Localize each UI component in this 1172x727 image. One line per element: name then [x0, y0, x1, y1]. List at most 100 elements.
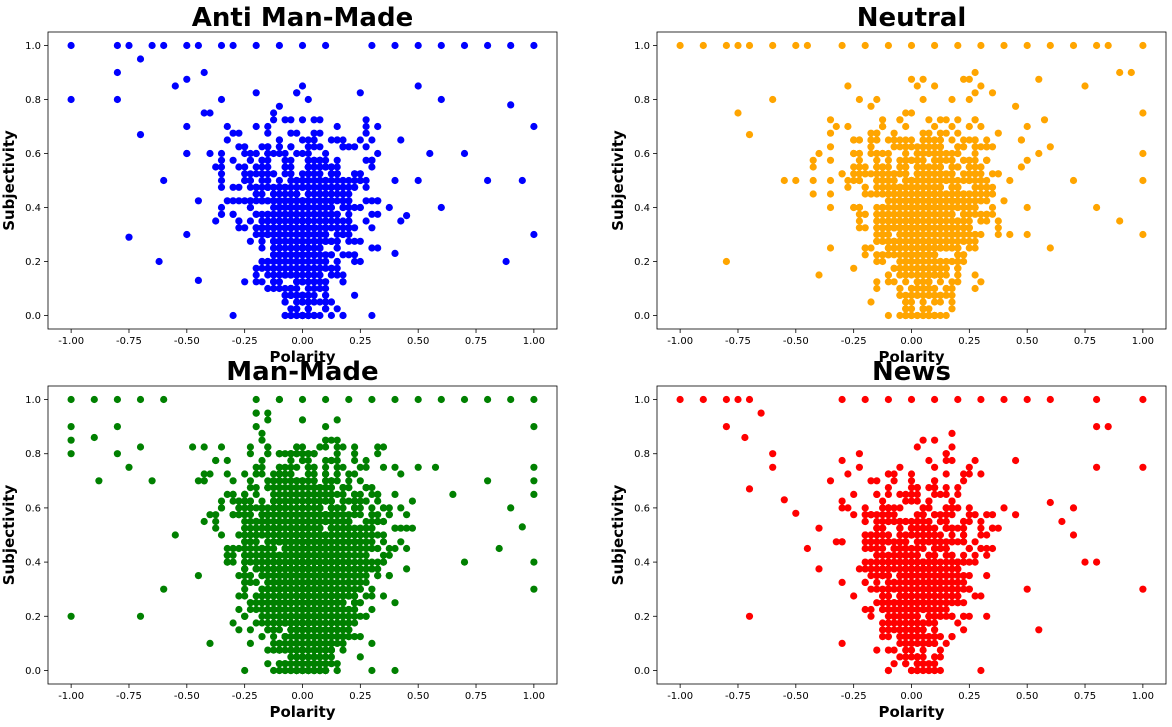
data-point: [333, 633, 341, 641]
data-point: [322, 572, 330, 580]
data-point: [902, 190, 910, 198]
data-point: [844, 82, 852, 90]
data-point: [896, 251, 904, 259]
data-point: [252, 490, 260, 498]
data-point: [948, 230, 956, 239]
data-point: [971, 68, 979, 77]
data-point: [983, 190, 991, 198]
data-point: [206, 470, 214, 478]
x-tick-label: 0.00: [291, 336, 313, 347]
data-point: [333, 237, 341, 245]
data-point: [873, 237, 881, 245]
data-point: [258, 244, 266, 252]
data-point: [948, 163, 956, 171]
data-point: [931, 237, 939, 245]
data-point: [339, 278, 347, 286]
data-point: [281, 565, 289, 573]
data-point: [264, 224, 272, 232]
data-point: [942, 197, 950, 205]
data-point: [391, 666, 399, 675]
data-point: [310, 633, 318, 641]
data-point: [304, 660, 312, 668]
data-point: [397, 538, 405, 546]
data-point: [246, 203, 254, 212]
data-point: [287, 572, 295, 580]
data-point: [368, 156, 376, 164]
data-point: [293, 463, 301, 471]
data-point: [855, 156, 864, 164]
data-point: [902, 305, 910, 313]
data-point: [241, 490, 249, 498]
data-point: [339, 504, 347, 512]
data-point: [304, 470, 312, 478]
data-point: [507, 101, 515, 109]
data-point: [1127, 68, 1135, 77]
data-point: [907, 237, 916, 245]
data-point: [936, 197, 945, 205]
data-point: [403, 511, 411, 519]
data-point: [815, 565, 823, 573]
data-point: [437, 203, 445, 212]
data-point: [275, 660, 283, 668]
data-point: [1023, 122, 1031, 131]
data-point: [264, 284, 272, 293]
data-point: [971, 176, 979, 185]
data-point: [907, 183, 916, 191]
data-point: [397, 504, 405, 512]
data-point: [913, 311, 921, 320]
data-point: [287, 251, 295, 259]
data-point: [333, 490, 341, 498]
data-point: [316, 176, 324, 185]
data-point: [252, 170, 260, 178]
data-point: [264, 156, 272, 164]
data-point: [252, 531, 260, 539]
data-point: [322, 197, 330, 205]
data-point: [333, 156, 341, 164]
data-point: [304, 278, 312, 286]
data-point: [293, 484, 301, 492]
data-point: [362, 463, 370, 471]
data-point: [948, 197, 956, 205]
data-point: [252, 149, 260, 158]
data-point: [913, 639, 921, 648]
data-point: [374, 497, 382, 505]
data-point: [351, 490, 359, 498]
data-point: [316, 524, 324, 532]
data-point: [310, 170, 318, 178]
data-point: [287, 497, 295, 505]
points: [676, 41, 1147, 320]
data-point: [275, 136, 283, 144]
data-point: [1023, 156, 1031, 164]
x-tick-label: -0.50: [174, 691, 200, 702]
data-point: [281, 511, 289, 519]
data-point: [333, 210, 341, 218]
data-point: [333, 477, 341, 485]
data-point: [936, 156, 945, 164]
data-point: [264, 143, 272, 151]
data-point: [333, 176, 341, 185]
data-point: [287, 264, 295, 272]
data-point: [803, 544, 812, 553]
data-point: [861, 41, 869, 50]
data-point: [351, 524, 359, 532]
data-point: [304, 592, 312, 600]
data-point: [948, 149, 956, 158]
data-point: [345, 605, 353, 614]
data-point: [936, 230, 945, 239]
data-point: [1069, 531, 1078, 539]
data-point: [275, 217, 283, 225]
chart-neutral: Neutral-1.00 -0.75 -0.50 -0.25 0.00 0.25 0.50 0…: [609, 3, 1167, 366]
data-point: [310, 504, 318, 512]
data-point: [919, 203, 927, 212]
data-point: [948, 237, 956, 245]
data-point: [322, 484, 330, 492]
data-point: [954, 41, 962, 50]
data-point: [391, 490, 399, 498]
data-point: [264, 517, 272, 526]
data-point: [507, 504, 515, 512]
data-point: [246, 572, 254, 580]
data-point: [235, 163, 243, 171]
data-point: [960, 75, 968, 83]
data-point: [275, 278, 283, 286]
data-point: [287, 538, 295, 546]
